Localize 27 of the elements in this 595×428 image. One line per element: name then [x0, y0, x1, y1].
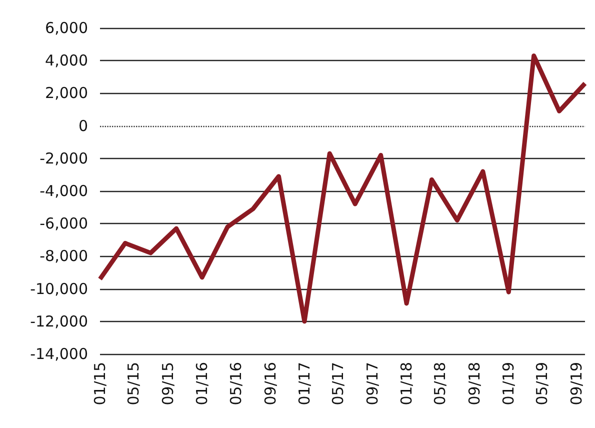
y-tick-label: 0: [78, 116, 88, 135]
x-tick-label: 01/16: [193, 362, 212, 406]
x-tick-label: 05/15: [124, 362, 143, 406]
y-tick-label: -8,000: [40, 247, 88, 266]
y-tick-label: 4,000: [45, 52, 88, 70]
y-tick-label: -2,000: [40, 149, 88, 168]
x-tick-label: 01/17: [295, 362, 314, 406]
x-tick-label: 09/16: [261, 362, 280, 406]
x-tick-label: 05/18: [431, 362, 450, 406]
y-tick-label: 6,000: [45, 19, 88, 37]
x-tick-label: 01/18: [398, 362, 416, 406]
x-tick-label: 09/19: [568, 362, 586, 406]
y-tick-label: -14,000: [30, 345, 88, 363]
x-tick-label: 09/18: [466, 362, 484, 406]
line-series: [98, 53, 587, 324]
x-tick-label: 05/16: [226, 362, 245, 406]
y-tick-label: -12,000: [30, 312, 88, 330]
y-tick-label: 2,000: [45, 84, 88, 102]
x-tick-label: 09/15: [158, 362, 177, 406]
x-tick-label: 09/17: [363, 362, 382, 406]
x-tick-label: 01/19: [500, 362, 518, 406]
x-tick-label: 01/15: [91, 362, 109, 406]
x-tick-label: 05/17: [329, 362, 348, 406]
y-tick-label: -10,000: [30, 280, 88, 298]
x-tick-label: 05/19: [533, 362, 552, 406]
y-tick-label: -6,000: [40, 214, 88, 233]
y-tick-label: -4,000: [40, 182, 88, 200]
